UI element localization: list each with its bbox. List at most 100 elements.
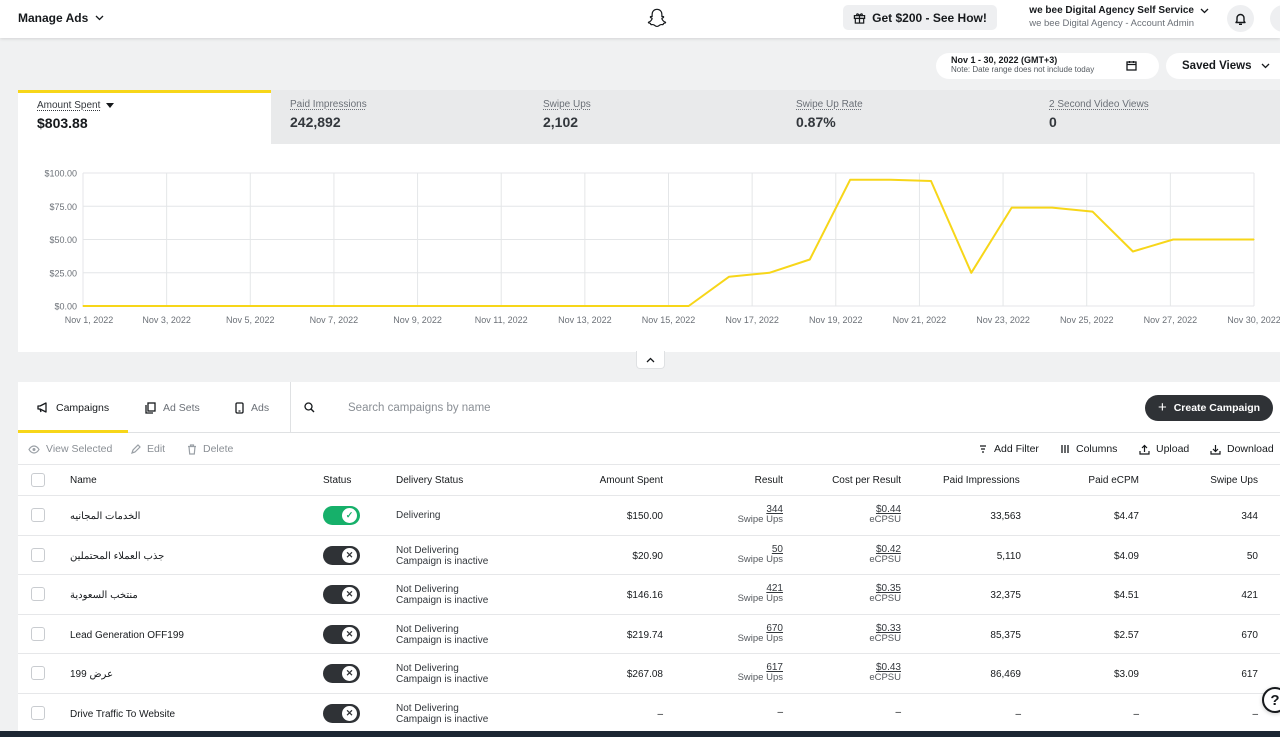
y-tick-label: $75.00 <box>49 202 77 212</box>
campaign-name[interactable]: جذب العملاء المحتملين <box>70 550 165 562</box>
account-switcher[interactable]: we bee Digital Agency Self Service we be… <box>1029 5 1194 29</box>
search-input[interactable] <box>348 398 748 418</box>
help-button[interactable]: ? <box>1262 687 1280 713</box>
delivery-status: Not Delivering Campaign is inactive <box>396 663 488 685</box>
status-toggle[interactable]: ✓ <box>323 506 360 525</box>
chevron-down-icon[interactable] <box>1200 8 1209 14</box>
column-header-paid-ecpm[interactable]: Paid eCPM <box>1088 475 1139 486</box>
entity-tabs: Campaigns Ad Sets Ads + Create Campaign <box>18 382 1280 433</box>
campaign-name[interactable]: الخدمات المجانيه <box>70 511 141 522</box>
delete-button[interactable]: Delete <box>187 443 233 455</box>
cost-per-result-value[interactable]: $0.33 <box>875 622 901 634</box>
table-row[interactable]: جذب العملاء المحتملين ✕ Not Delivering Camp… <box>18 536 1280 575</box>
campaign-name[interactable]: منتخب السعودية <box>70 590 138 601</box>
row-checkbox[interactable] <box>31 666 45 680</box>
column-header-cost-per-result[interactable]: Cost per Result <box>832 475 901 486</box>
upload-button[interactable]: Upload <box>1139 443 1189 455</box>
cost-per-result-value[interactable]: $0.44 <box>875 504 901 515</box>
table-row[interactable]: Lead Generation OFF199 ✕ Not Delivering Cam… <box>18 615 1280 654</box>
result-value[interactable]: 617 <box>766 662 783 673</box>
row-checkbox[interactable] <box>31 508 45 522</box>
row-checkbox[interactable] <box>31 626 45 641</box>
paid-ecpm: $4.47 <box>1113 511 1139 522</box>
result: – <box>683 707 783 718</box>
promo-button[interactable]: Get $200 - See How! <box>843 5 997 30</box>
table-row[interactable]: الخدمات المجانيه ✓ Delivering $150.00 344 Swi… <box>18 496 1280 536</box>
metric-value: 2,102 <box>543 114 579 130</box>
delete-label: Delete <box>203 443 234 455</box>
table-row[interactable]: Drive Traffic To Website ✕ Not Delivering C… <box>18 694 1280 733</box>
result-value[interactable]: 344 <box>766 504 783 515</box>
table-row[interactable]: عرض 199 ✕ Not Delivering Campaign is inacti… <box>18 654 1280 694</box>
caret-down-icon[interactable] <box>106 102 115 109</box>
column-header-result[interactable]: Result <box>754 475 783 486</box>
metric-swipe-ups[interactable]: Swipe Ups 2,102 <box>543 90 783 144</box>
promo-label: Get $200 - See How! <box>872 10 987 25</box>
result-value[interactable]: 421 <box>766 583 783 594</box>
column-header-status[interactable]: Status <box>323 475 352 486</box>
date-range-note: Note: Date range does not include today <box>951 65 1095 74</box>
paid-impressions: 32,375 <box>990 590 1021 601</box>
cost-per-result-value[interactable]: $0.43 <box>875 662 901 673</box>
saved-views-dropdown[interactable]: Saved Views <box>1166 53 1280 79</box>
table-row[interactable]: منتخب السعودية ✕ Not Delivering Campaign is… <box>18 575 1280 615</box>
select-all-checkbox[interactable] <box>31 473 45 487</box>
cost-per-result-value[interactable]: $0.42 <box>875 543 901 555</box>
status-toggle[interactable]: ✕ <box>323 703 360 723</box>
tab-ad-sets[interactable]: Ad Sets <box>145 382 200 433</box>
view-selected-button[interactable]: View Selected <box>28 443 112 455</box>
edit-button[interactable]: Edit <box>131 443 165 455</box>
data-point <box>566 305 569 307</box>
download-button[interactable]: Download <box>1210 443 1274 455</box>
paid-ecpm: $2.57 <box>1113 629 1139 641</box>
eye-icon <box>28 444 40 454</box>
status-toggle[interactable]: ✕ <box>323 624 360 644</box>
plus-icon: + <box>1157 399 1167 416</box>
metric-paid-impressions[interactable]: Paid Impressions 242,892 <box>290 90 530 144</box>
row-checkbox[interactable] <box>31 547 45 562</box>
metric-video-views[interactable]: 2 Second Video Views 0 <box>1049 90 1269 144</box>
data-point <box>445 305 448 307</box>
snapchat-ghost-icon[interactable] <box>646 7 668 29</box>
tab-campaigns[interactable]: Campaigns <box>18 382 128 433</box>
y-tick-label: $50.00 <box>49 235 77 245</box>
metric-swipe-up-rate[interactable]: Swipe Up Rate 0.87% <box>796 90 1036 144</box>
cost-per-result-value[interactable]: $0.35 <box>875 583 901 594</box>
column-header-paid-impressions[interactable]: Paid Impressions <box>943 475 1020 486</box>
result-value[interactable]: 50 <box>771 543 783 555</box>
taskbar-strip <box>0 731 1280 737</box>
manage-ads-menu[interactable]: Manage Ads <box>18 11 104 25</box>
column-header-amount-spent[interactable]: Amount Spent <box>599 475 663 486</box>
row-checkbox[interactable] <box>31 587 45 601</box>
notifications-button[interactable] <box>1227 5 1254 32</box>
data-point <box>849 179 851 181</box>
delivery-status-reason: Campaign is inactive <box>396 713 489 725</box>
campaign-name[interactable]: Drive Traffic To Website <box>70 708 176 720</box>
status-toggle[interactable]: ✕ <box>323 664 360 683</box>
campaign-name[interactable]: عرض 199 <box>70 669 114 680</box>
column-header-name[interactable]: Name <box>70 475 97 486</box>
tab-ads[interactable]: Ads <box>235 382 269 433</box>
data-point <box>163 305 165 307</box>
column-header-delivery-status[interactable]: Delivery Status <box>396 475 464 486</box>
top-bar: Manage Ads Get $200 - See How! we bee Di… <box>0 0 1280 38</box>
column-header-swipe-ups[interactable]: Swipe Ups <box>1210 475 1258 486</box>
result-value[interactable]: 670 <box>766 622 783 634</box>
columns-button[interactable]: Columns <box>1060 443 1117 455</box>
date-range-picker[interactable]: Nov 1 - 30, 2022 (GMT+3) Note: Date rang… <box>936 53 1159 79</box>
data-point <box>1172 238 1174 241</box>
metric-value: 0 <box>1049 114 1057 130</box>
manage-ads-label: Manage Ads <box>18 11 89 25</box>
collapse-chart-button[interactable] <box>636 351 665 369</box>
status-toggle[interactable]: ✕ <box>323 585 360 604</box>
campaign-name[interactable]: Lead Generation OFF199 <box>70 629 184 641</box>
row-checkbox[interactable] <box>31 705 45 720</box>
create-campaign-button[interactable]: + Create Campaign <box>1145 395 1273 421</box>
amount-spent: $267.08 <box>626 669 663 680</box>
metric-amount-spent[interactable]: Amount Spent $803.88 <box>18 90 271 144</box>
result-unit: Swipe Ups <box>737 514 783 525</box>
add-filter-button[interactable]: Add Filter <box>978 443 1039 455</box>
delivery-status-reason: Campaign is inactive <box>396 634 489 646</box>
avatar[interactable] <box>1270 5 1280 32</box>
status-toggle[interactable]: ✕ <box>323 545 360 565</box>
